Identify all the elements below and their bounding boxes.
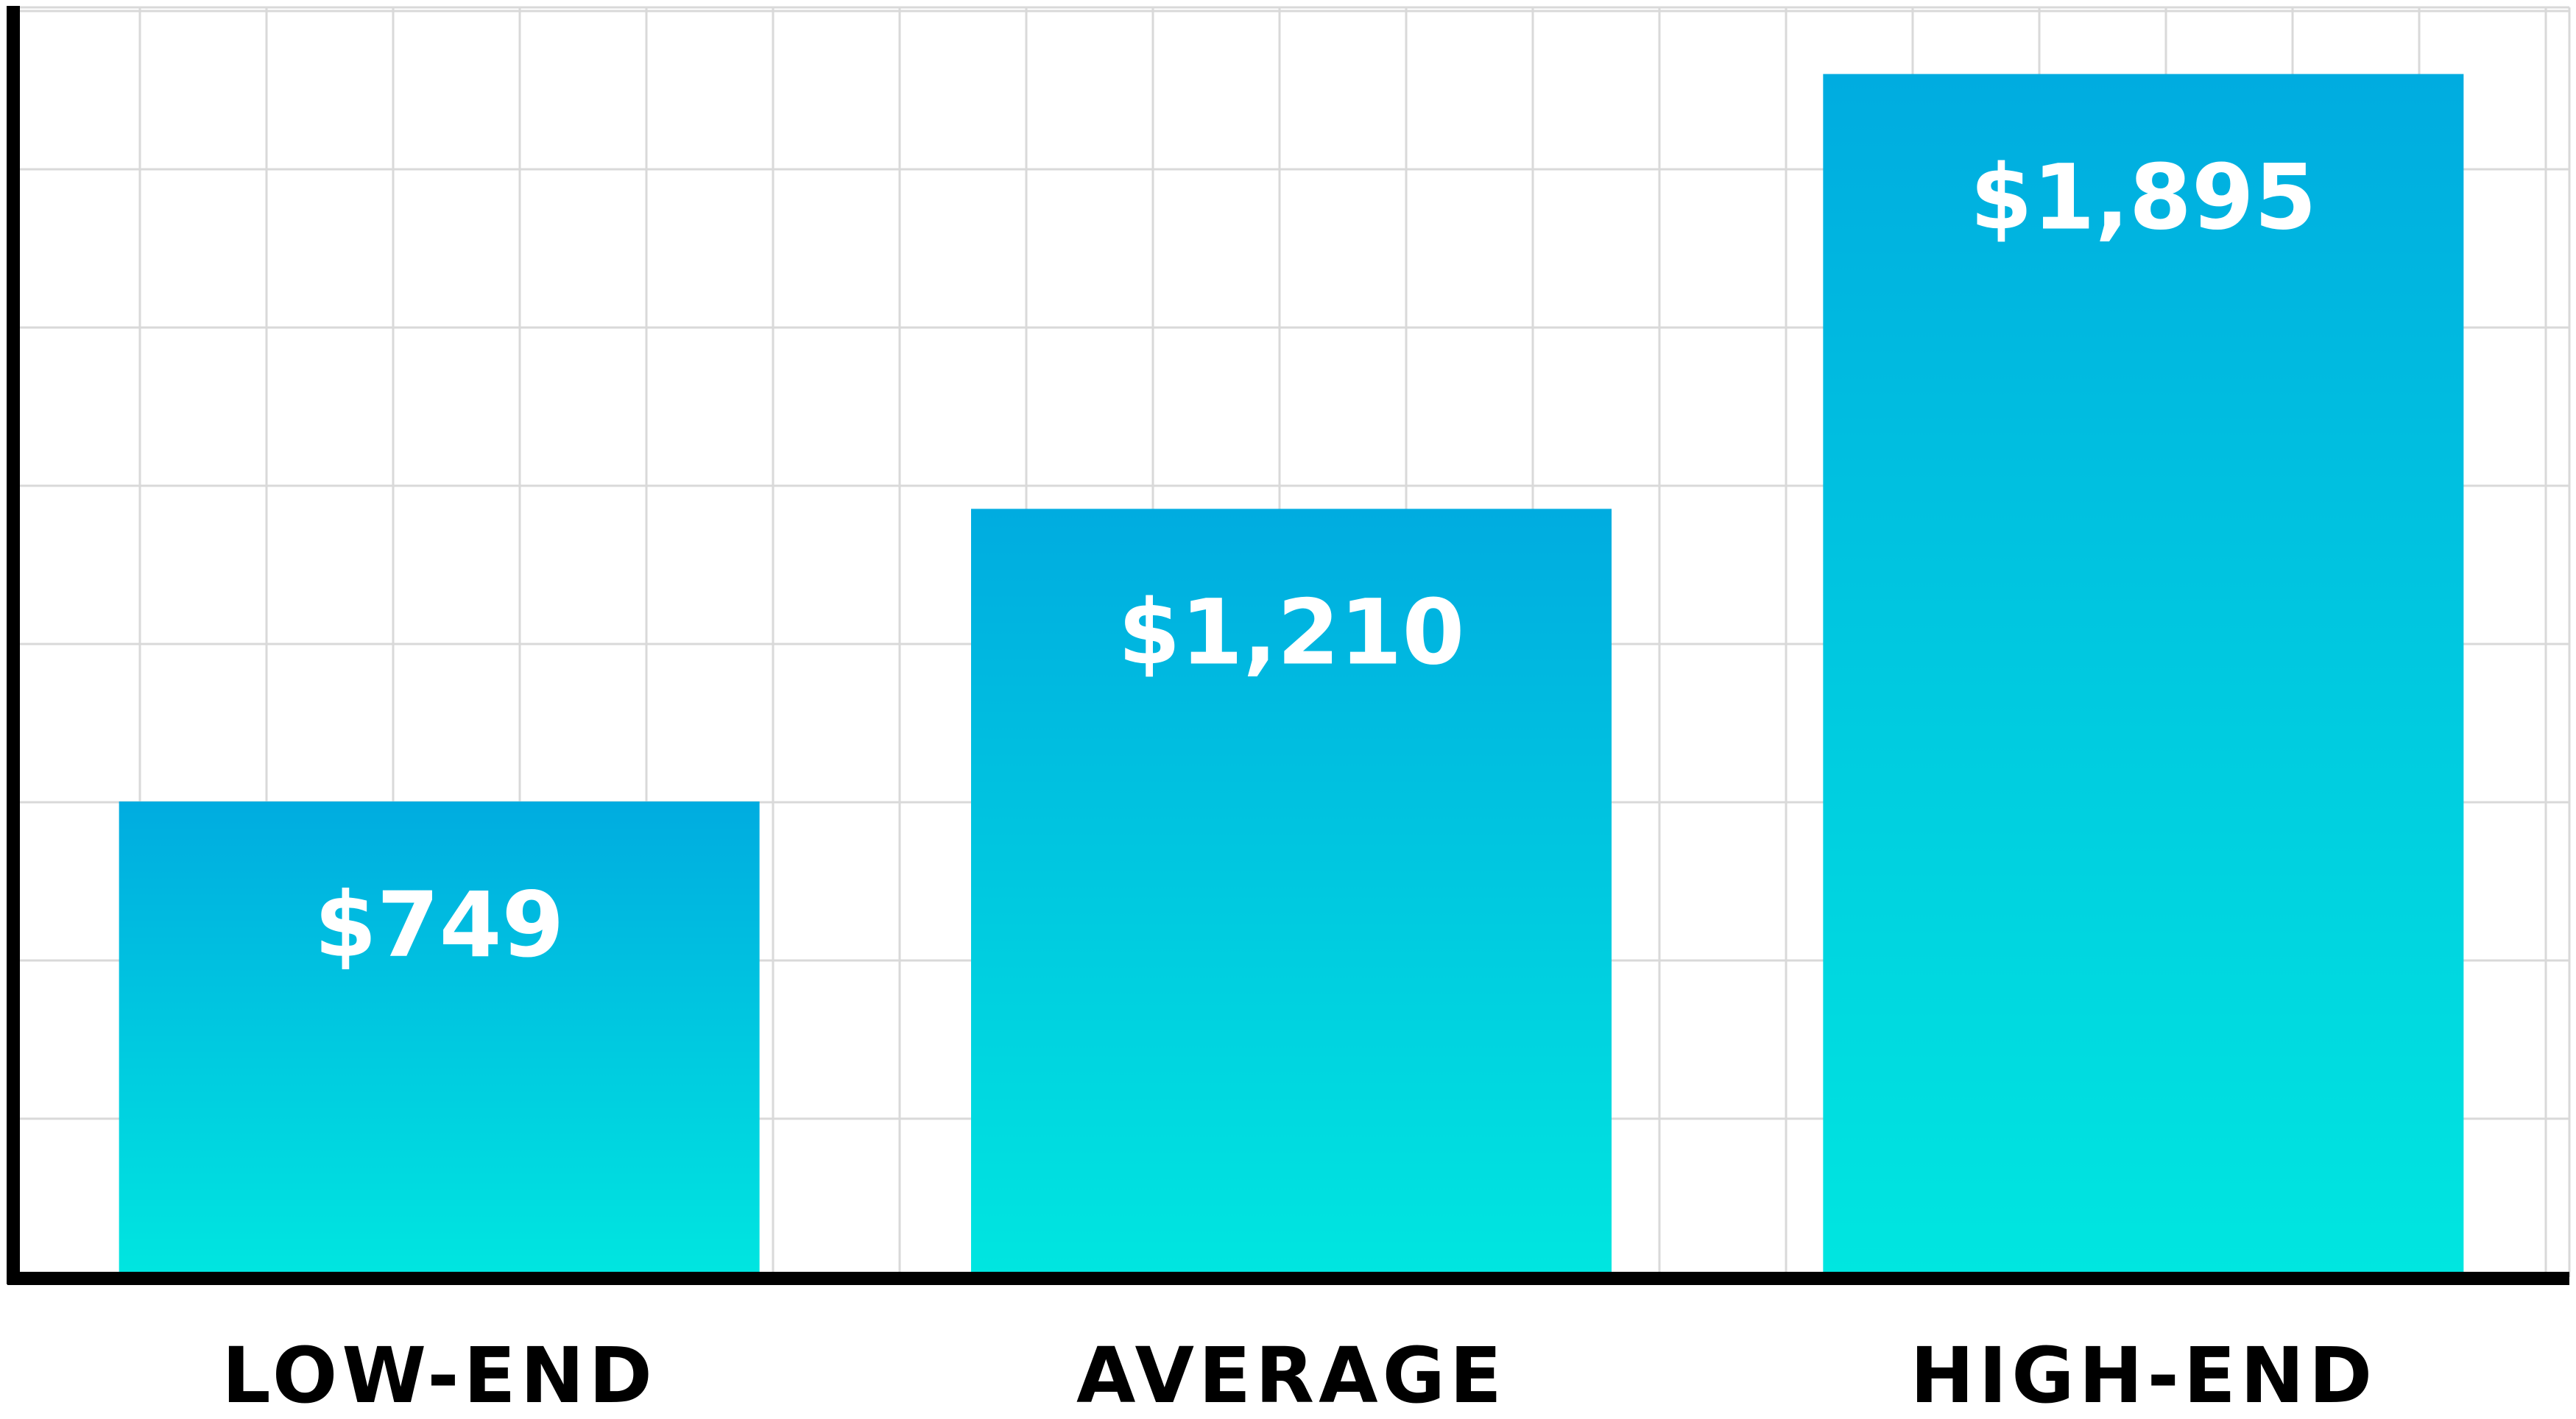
category-label: LOW-END <box>222 1331 657 1419</box>
bar-low-end <box>119 801 760 1277</box>
bar-average <box>971 509 1612 1277</box>
axes <box>7 6 2569 1285</box>
labels: $749 LOW-END $1,210 AVERAGE $1,895 HIGH-END <box>222 146 2376 1419</box>
category-label: AVERAGE <box>1076 1331 1506 1419</box>
value-label: $749 <box>314 873 565 977</box>
category-label: HIGH-END <box>1910 1331 2376 1419</box>
bar-high-end <box>1823 74 2464 1277</box>
value-label: $1,210 <box>1118 580 1465 684</box>
bars <box>119 74 2464 1277</box>
value-label: $1,895 <box>1970 146 2317 250</box>
